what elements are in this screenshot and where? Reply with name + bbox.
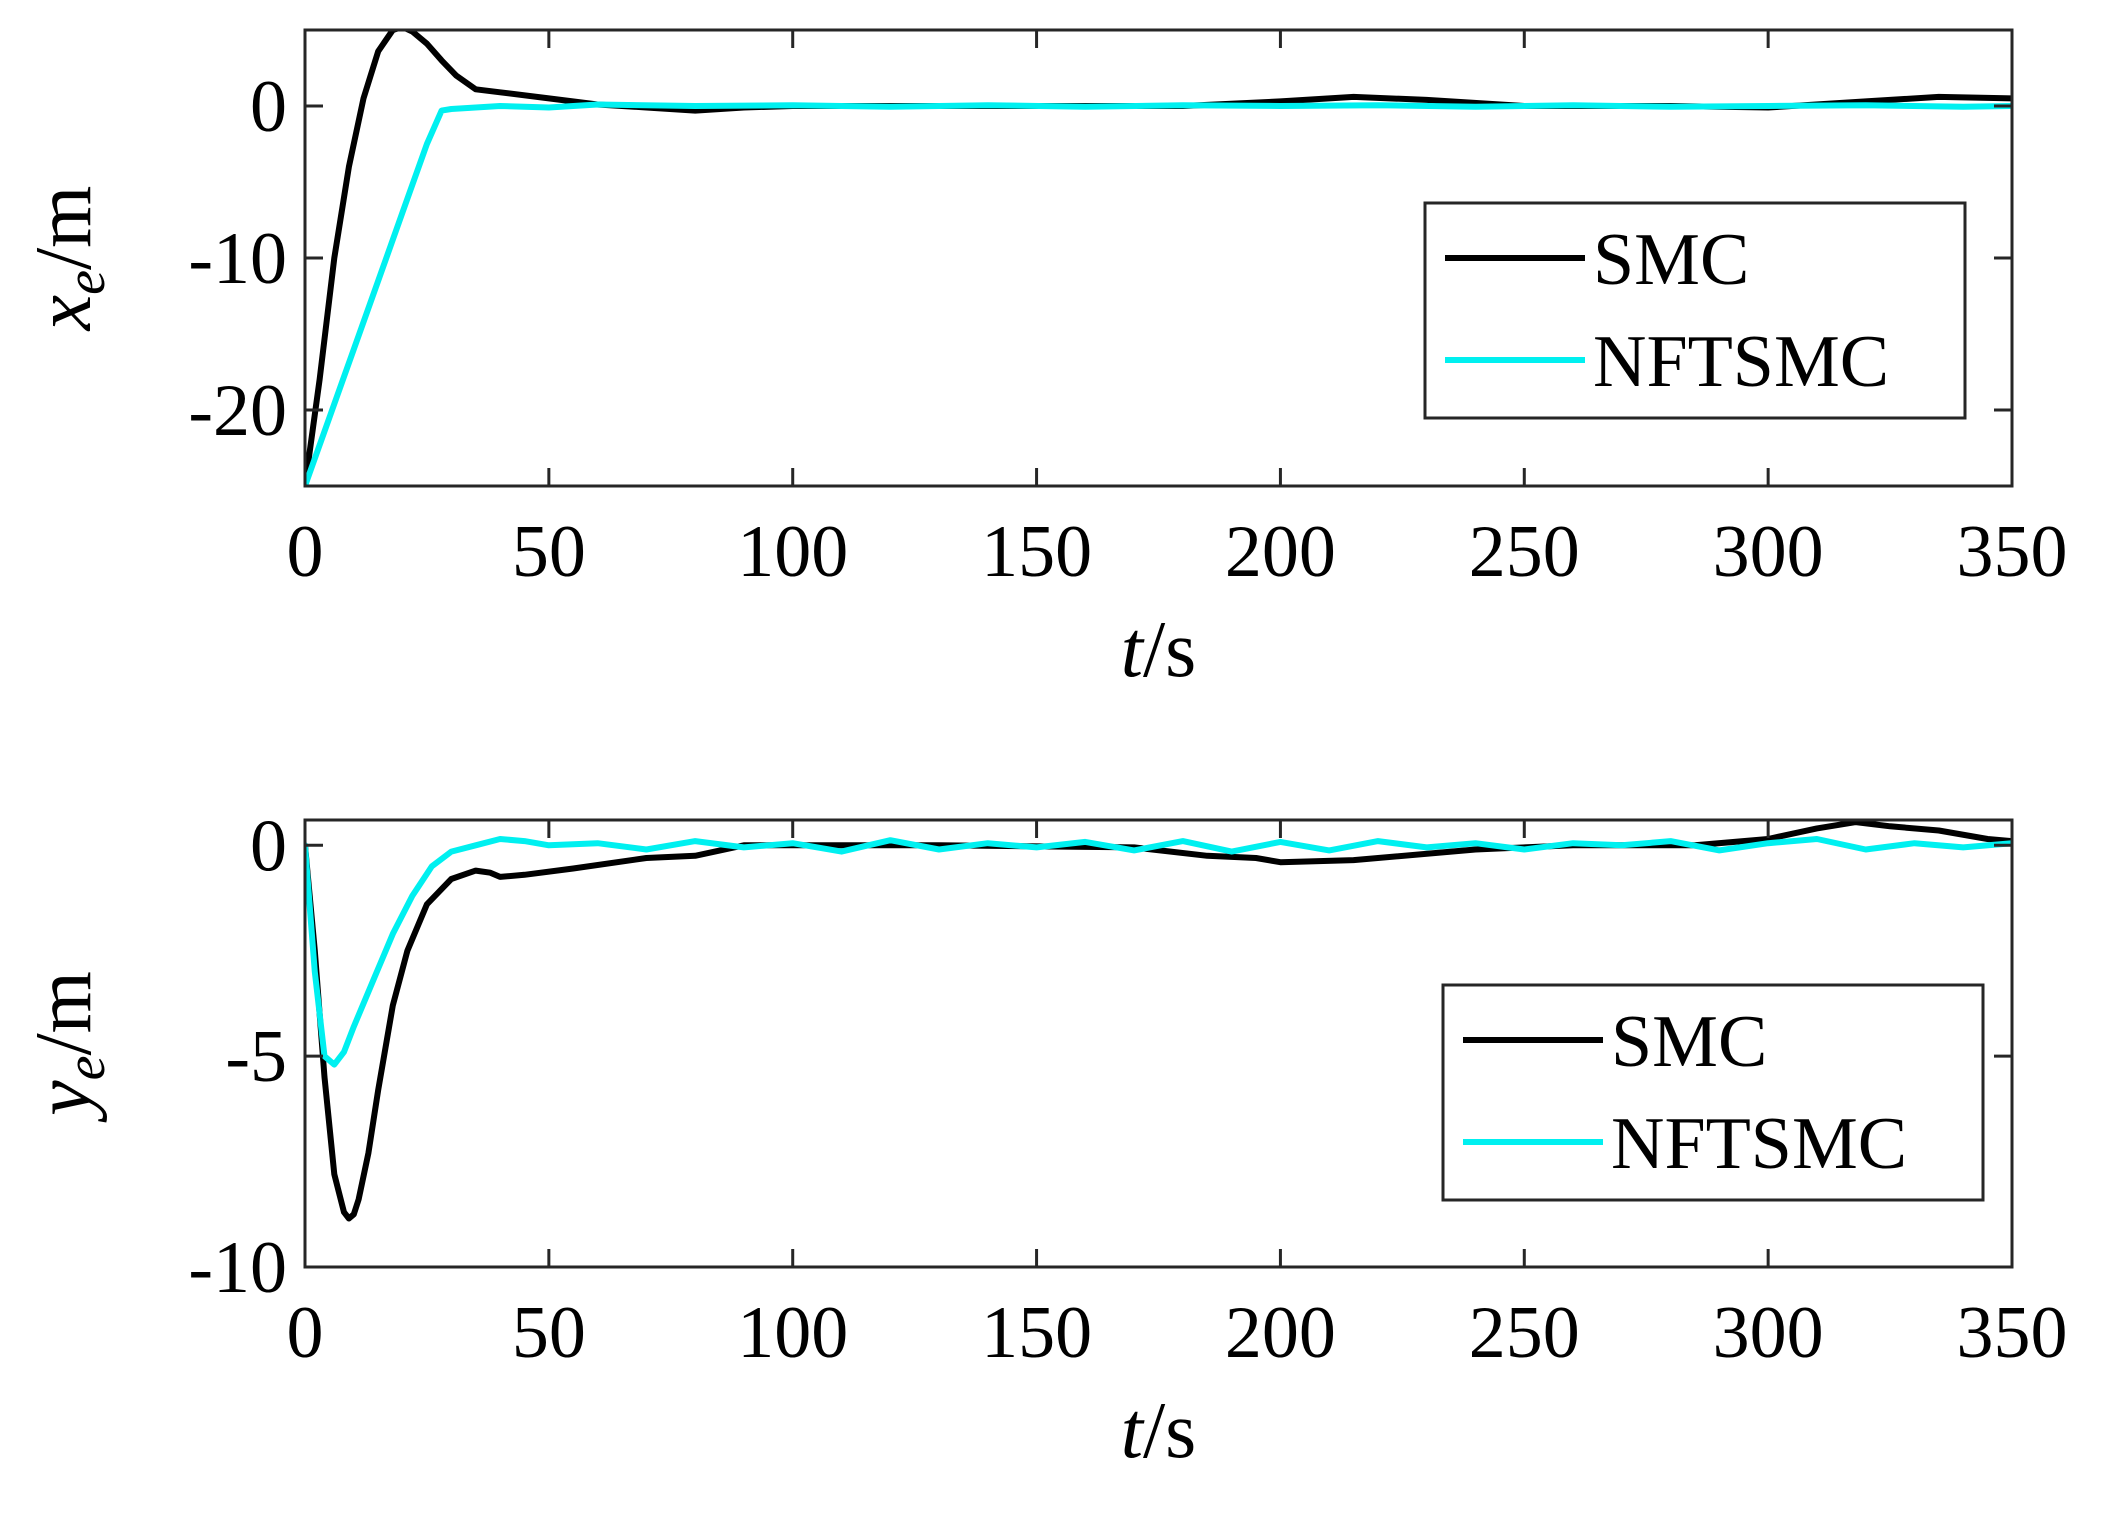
legend-label-smc: SMC <box>1593 219 1749 301</box>
y-tick-label: -20 <box>188 370 287 452</box>
y-axis-label: xe/m <box>20 186 117 332</box>
series-line-nftsmc <box>305 101 2012 486</box>
y-tick-label: -5 <box>225 1016 287 1098</box>
x-tick-label: 150 <box>981 1292 1092 1374</box>
x-axis-label: t/s <box>1121 606 1197 694</box>
x-error-panel: 0 50 100 150 200 250 300 350 0 -10 -20 t/s xe/m SMC NF… <box>20 28 2068 694</box>
x-tick-label: 100 <box>737 1292 848 1374</box>
x-tick-label: 50 <box>512 511 586 593</box>
legend-label-smc: SMC <box>1611 1001 1767 1083</box>
x-tick-label: 50 <box>512 1292 586 1374</box>
legend-box <box>1423 201 1967 420</box>
axes-box <box>303 818 2014 1269</box>
x-tick-label: 0 <box>287 511 324 593</box>
x-tick-label: 250 <box>1469 1292 1580 1374</box>
x-tick-label: 300 <box>1713 1292 1824 1374</box>
x-tick-label: 100 <box>737 511 848 593</box>
series-line-nftsmc <box>305 836 2012 1068</box>
x-tick-label: 250 <box>1469 511 1580 593</box>
y-axis-label: ye/m <box>20 971 117 1123</box>
x-tick-label: 350 <box>1957 1292 2068 1374</box>
series-line-smc <box>305 820 2012 1222</box>
x-tick-label: 300 <box>1713 511 1824 593</box>
legend-label-nftsmc: NFTSMC <box>1611 1103 1907 1185</box>
y-tick-label: -10 <box>188 1227 287 1309</box>
y-tick-label: 0 <box>250 805 287 887</box>
x-tick-label: 0 <box>287 1292 324 1374</box>
legend-box <box>1441 983 1985 1202</box>
x-axis-label: t/s <box>1121 1387 1197 1475</box>
legend: SMC NFTSMC <box>1441 983 1985 1202</box>
y-error-panel: 0 50 100 150 200 250 300 350 0 -5 -10 t/s ye/m SMC NFT… <box>20 805 2068 1475</box>
x-tick-label: 200 <box>1225 1292 1336 1374</box>
legend-label-nftsmc: NFTSMC <box>1593 321 1889 403</box>
x-tick-label: 350 <box>1957 511 2068 593</box>
x-tick-label: 200 <box>1225 511 1336 593</box>
y-tick-label: -10 <box>188 218 287 300</box>
x-tick-label: 150 <box>981 511 1092 593</box>
legend: SMC NFTSMC <box>1423 201 1967 420</box>
y-tick-label: 0 <box>250 66 287 148</box>
